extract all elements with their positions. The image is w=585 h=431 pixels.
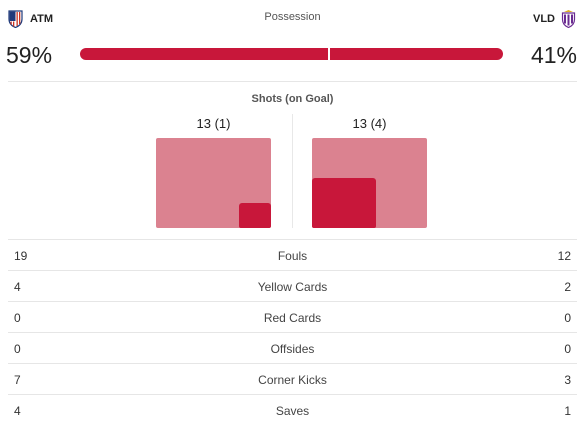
home-stat-value: 19 [14,249,28,263]
home-stat-value: 0 [14,311,21,325]
stat-label: Yellow Cards [257,280,328,294]
stat-row-saves: 4 Saves 1 [8,394,577,425]
possession-title: Possession [264,11,321,23]
divider [8,81,577,82]
away-team-abbr: VLD [533,12,555,25]
shots-divider [292,114,293,228]
stat-row-corner-kicks: 7 Corner Kicks 3 [8,363,577,394]
home-team[interactable]: ATM [8,9,53,28]
away-shots-box [312,138,427,228]
shots-title: Shots (on Goal) [251,93,334,105]
away-stat-value: 1 [564,404,571,418]
home-shots-box [156,138,271,228]
valladolid-crest-icon [561,10,576,28]
stat-row-fouls: 19 Fouls 12 [8,239,577,270]
home-possession: 59% [6,42,53,68]
home-team-abbr: ATM [30,12,54,25]
away-stat-value: 2 [564,280,571,294]
atletico-crest-icon [8,10,23,28]
away-possession: 41% [530,42,577,68]
away-possession-bar [330,48,503,60]
away-stat-value: 0 [564,311,571,325]
stat-label: Saves [275,404,310,418]
home-stat-value: 4 [14,280,21,294]
home-stat-value: 0 [14,342,21,356]
stat-label: Fouls [277,249,308,263]
possession-header: ATM Possession VLD 59% 41% [0,0,585,82]
home-stat-value: 4 [14,404,21,418]
possession-bar [80,48,503,60]
home-shots-value: 13 (1) [196,116,231,131]
away-shots-on-goal-fill [312,178,376,228]
home-possession-bar [80,48,329,60]
away-stat-value: 3 [564,373,571,387]
stat-label: Red Cards [263,311,322,325]
away-stat-value: 12 [557,249,571,263]
stat-label: Offsides [270,342,315,356]
stat-row-offsides: 0 Offsides 0 [8,332,577,363]
stat-row-red-cards: 0 Red Cards 0 [8,301,577,332]
away-team[interactable]: VLD [533,9,576,28]
away-shots-value: 13 (4) [352,116,387,131]
stats-table: 19 Fouls 12 4 Yellow Cards 2 0 Red Cards… [8,239,577,425]
stat-row-yellow-cards: 4 Yellow Cards 2 [8,270,577,301]
home-shots-on-goal-fill [239,203,271,228]
stat-label: Corner Kicks [258,373,327,387]
home-stat-value: 7 [14,373,21,387]
away-stat-value: 0 [564,342,571,356]
